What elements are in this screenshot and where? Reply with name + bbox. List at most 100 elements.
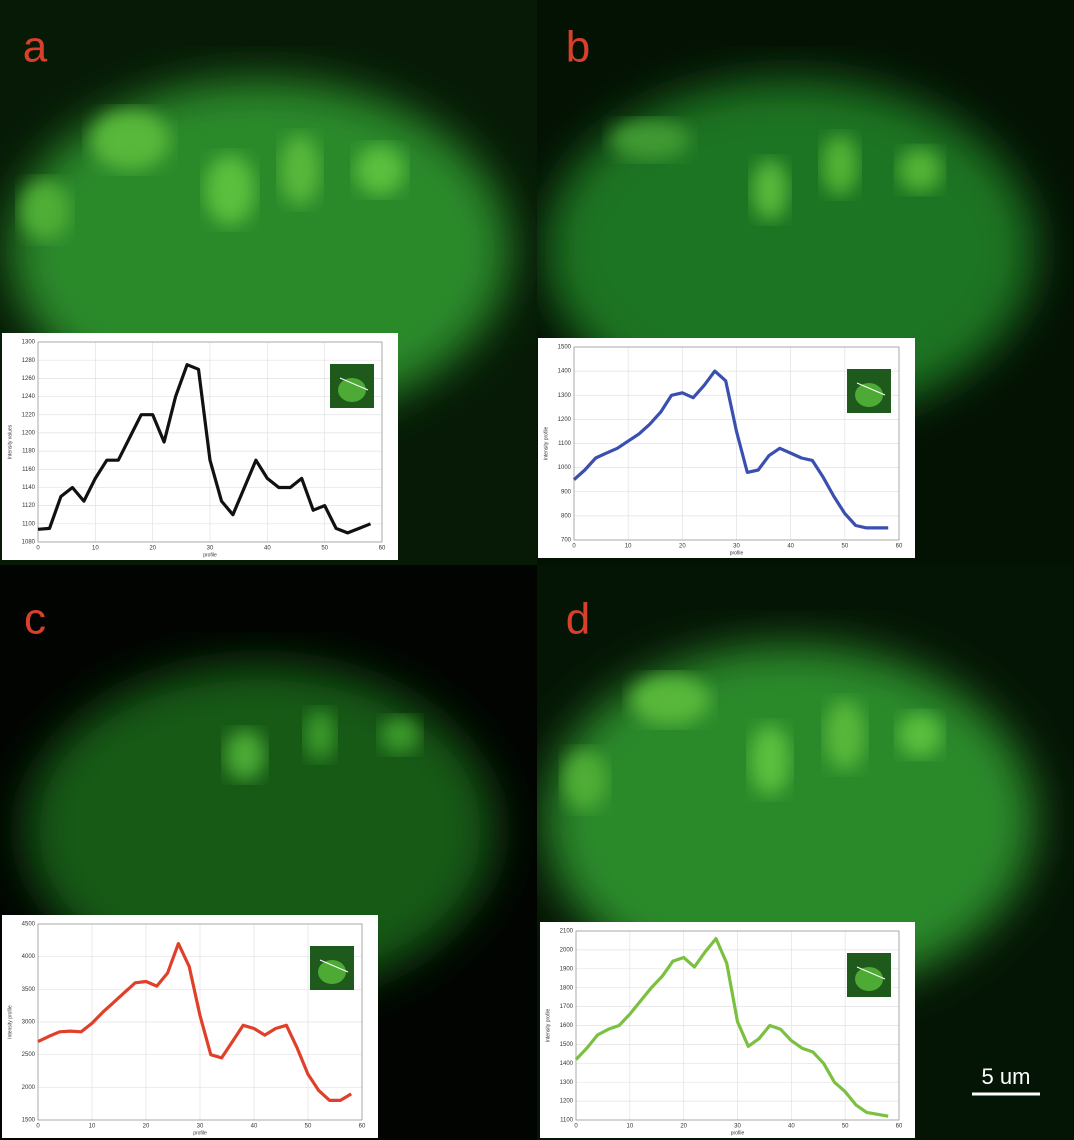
y-tick-label: 2100 (560, 929, 574, 935)
data-line (37, 942, 353, 1102)
x-axis-label: profile (203, 552, 217, 558)
x-tick-label: 10 (626, 1124, 633, 1130)
y-axis-label: Intensity profile (545, 1008, 551, 1042)
y-tick-label: 3000 (22, 1020, 36, 1026)
data-line (37, 363, 372, 535)
y-tick-label: 1500 (22, 1118, 36, 1124)
y-axis-label: Intensity profile (7, 1005, 13, 1039)
y-tick-label: 1800 (560, 985, 574, 991)
x-tick-label: 20 (680, 1124, 687, 1130)
y-tick-label: 1400 (560, 1061, 574, 1067)
y-tick-label: 1200 (558, 417, 572, 423)
y-tick-label: 4000 (22, 954, 36, 960)
y-tick-label: 1260 (22, 376, 36, 382)
inset-chart: 700 800 900 1000 1100 1200 1300 1400 1500 0 10 20 30… (538, 338, 915, 558)
y-tick-label: 1500 (560, 1042, 574, 1048)
y-tick-label: 1200 (560, 1099, 574, 1105)
x-tick-label: 0 (36, 1124, 40, 1130)
x-axis-label: profile (193, 1130, 207, 1136)
y-tick-label: 4500 (22, 922, 36, 928)
x-tick-label: 60 (896, 544, 903, 550)
x-tick-label: 10 (89, 1124, 96, 1130)
inset-chart: 1080 1100 1120 1140 1160 1180 1200 1220 1240 1260… (2, 333, 398, 560)
y-axis-label: Intensity profile (543, 426, 549, 460)
micrograph (537, 0, 1074, 565)
y-tick-label: 1700 (560, 1004, 574, 1010)
y-tick-label: 1500 (558, 345, 572, 351)
y-tick-label: 2000 (22, 1085, 36, 1091)
y-tick-label: 3500 (22, 987, 36, 993)
x-tick-label: 50 (842, 1124, 849, 1130)
x-tick-label: 0 (574, 1124, 578, 1130)
y-tick-label: 1400 (558, 369, 572, 375)
x-tick-label: 10 (92, 546, 99, 552)
x-tick-label: 20 (679, 544, 686, 550)
x-tick-label: 30 (734, 1124, 741, 1130)
y-tick-label: 1200 (22, 430, 36, 436)
inset-chart: 1100 1200 1300 1400 1500 1600 1700 1800 1900 2000… (540, 922, 915, 1138)
thumbnail-cell (338, 378, 366, 402)
y-tick-label: 1300 (22, 340, 36, 346)
panel-label: a (23, 23, 48, 72)
y-tick-label: 1120 (22, 503, 36, 509)
x-tick-label: 60 (896, 1124, 903, 1130)
y-tick-label: 1300 (558, 393, 572, 399)
x-tick-label: 60 (359, 1124, 366, 1130)
x-tick-label: 30 (733, 544, 740, 550)
y-tick-label: 1220 (22, 412, 36, 418)
data-line (574, 937, 889, 1118)
y-tick-label: 800 (561, 513, 572, 519)
data-line (572, 369, 889, 530)
x-tick-label: 0 (572, 544, 576, 550)
thumbnail-cell (855, 967, 883, 991)
x-tick-label: 50 (305, 1124, 312, 1130)
x-tick-label: 30 (207, 546, 214, 552)
x-tick-label: 20 (143, 1124, 150, 1130)
panel-label: d (566, 595, 590, 644)
inset-chart: 1500 2000 2500 3000 3500 4000 4500 0 10 20 30 40 50 6… (2, 915, 378, 1138)
y-axis-label: Intensity values (7, 424, 13, 459)
x-tick-label: 50 (841, 544, 848, 550)
y-tick-label: 1000 (558, 465, 572, 471)
plot-frame (37, 923, 363, 1121)
x-tick-label: 40 (264, 546, 271, 552)
y-tick-label: 1140 (22, 485, 36, 491)
y-tick-label: 1280 (22, 358, 36, 364)
x-tick-label: 40 (787, 544, 794, 550)
x-tick-label: 50 (321, 546, 328, 552)
thumbnail-profile (339, 377, 369, 391)
y-tick-label: 1160 (22, 467, 36, 473)
y-tick-label: 1600 (560, 1023, 574, 1029)
y-tick-label: 2500 (22, 1052, 36, 1058)
y-tick-label: 2000 (560, 947, 574, 953)
plot-frame (573, 346, 900, 541)
y-tick-label: 1100 (560, 1118, 574, 1124)
x-tick-label: 0 (36, 546, 40, 552)
thumbnail-cell (855, 383, 883, 407)
y-tick-label: 1100 (558, 441, 572, 447)
y-tick-label: 1100 (22, 521, 36, 527)
x-tick-label: 10 (625, 544, 632, 550)
y-tick-label: 1300 (560, 1080, 574, 1086)
thumbnail-profile (319, 959, 349, 973)
x-axis-label: profile (730, 550, 744, 556)
x-tick-label: 60 (379, 546, 386, 552)
y-tick-label: 700 (561, 538, 572, 544)
y-tick-label: 1900 (560, 966, 574, 972)
y-tick-label: 1180 (22, 449, 36, 455)
panel-label: b (566, 23, 590, 72)
x-tick-label: 40 (788, 1124, 795, 1130)
x-tick-label: 20 (149, 546, 156, 552)
thumbnail-profile (856, 966, 886, 980)
thumbnail-profile (856, 382, 886, 396)
x-axis-label: profile (731, 1130, 745, 1136)
panel-label: c (24, 595, 46, 644)
scale-bar-label: 5 um (982, 1064, 1031, 1089)
thumbnail-cell (318, 960, 346, 984)
plot-frame (575, 930, 900, 1121)
y-tick-label: 900 (561, 489, 572, 495)
y-tick-label: 1240 (22, 394, 36, 400)
x-tick-label: 30 (197, 1124, 204, 1130)
y-tick-label: 1080 (22, 540, 36, 546)
